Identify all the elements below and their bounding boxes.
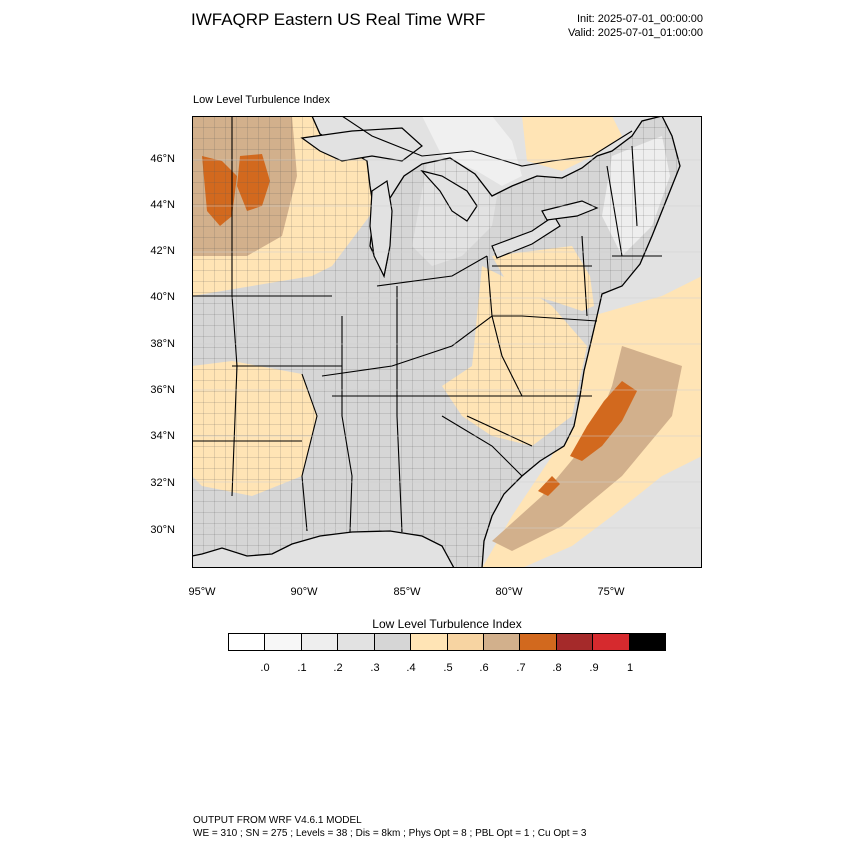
footer-model-info: OUTPUT FROM WRF V4.6.1 MODEL (193, 815, 362, 826)
lon-label-95w: 95°W (188, 586, 216, 598)
colorbar-box (301, 634, 339, 650)
colorbar-box (229, 634, 266, 650)
lat-label-32n: 32°N (150, 477, 175, 489)
lat-label-36n: 36°N (150, 384, 175, 396)
lon-label-80w: 80°W (495, 586, 523, 598)
lat-label-42n: 42°N (150, 245, 175, 257)
colorbar-tick-label: .8 (552, 662, 562, 674)
colorbar-title: Low Level Turbulence Index (372, 617, 522, 631)
colorbar-box (483, 634, 521, 650)
panel-title: Low Level Turbulence Index (193, 94, 330, 106)
colorbar-box (411, 634, 448, 650)
valid-time: Valid: 2025-07-01_01:00:00 (568, 27, 703, 39)
lat-label-30n: 30°N (150, 524, 175, 536)
canada-border (341, 115, 633, 167)
colorbar-box (556, 634, 594, 650)
footer-run-config: WE = 310 ; SN = 275 ; Levels = 38 ; Dis … (193, 828, 587, 839)
colorbar-tick-label: .4 (406, 662, 416, 674)
lat-label-46n: 46°N (150, 153, 175, 165)
colorbar-box (629, 634, 666, 650)
colorbar-tick-label: .1 (297, 662, 307, 674)
colorbar-box (265, 634, 302, 650)
graticule (192, 159, 702, 529)
lat-label-40n: 40°N (150, 291, 175, 303)
lat-label-38n: 38°N (150, 338, 175, 350)
colorbar-box (520, 634, 557, 650)
lat-label-44n: 44°N (150, 199, 175, 211)
map-border (192, 116, 702, 568)
lon-label-75w: 75°W (597, 586, 625, 598)
main-title: IWFAQRP Eastern US Real Time WRF (191, 10, 486, 29)
lake-moderate-zone (522, 116, 622, 171)
colorbar-tick-label: .5 (443, 662, 453, 674)
state-boundaries (192, 116, 662, 533)
colorbar-tick-label: .6 (479, 662, 489, 674)
colorbar-tick-label: .9 (589, 662, 599, 674)
ocean-peak-zone-small (538, 476, 560, 496)
colorbar-box (593, 634, 630, 650)
colorbar-box (374, 634, 412, 650)
colorbar-box (338, 634, 375, 650)
colorbar-tick-label: .0 (260, 662, 270, 674)
lon-label-90w: 90°W (290, 586, 318, 598)
colorbar-tick-label: .7 (516, 662, 526, 674)
ocean-peak-zone (570, 381, 637, 461)
colorbar (228, 633, 666, 651)
colorbar-tick-label: .3 (370, 662, 380, 674)
init-time: Init: 2025-07-01_00:00:00 (577, 13, 703, 25)
lon-label-85w: 85°W (393, 586, 421, 598)
map-panel (191, 115, 702, 569)
colorbar-tick-label: .2 (333, 662, 343, 674)
lat-label-34n: 34°N (150, 430, 175, 442)
colorbar-box (447, 634, 484, 650)
turbulence-map (191, 115, 702, 569)
colorbar-tick-label: 1 (626, 662, 634, 674)
